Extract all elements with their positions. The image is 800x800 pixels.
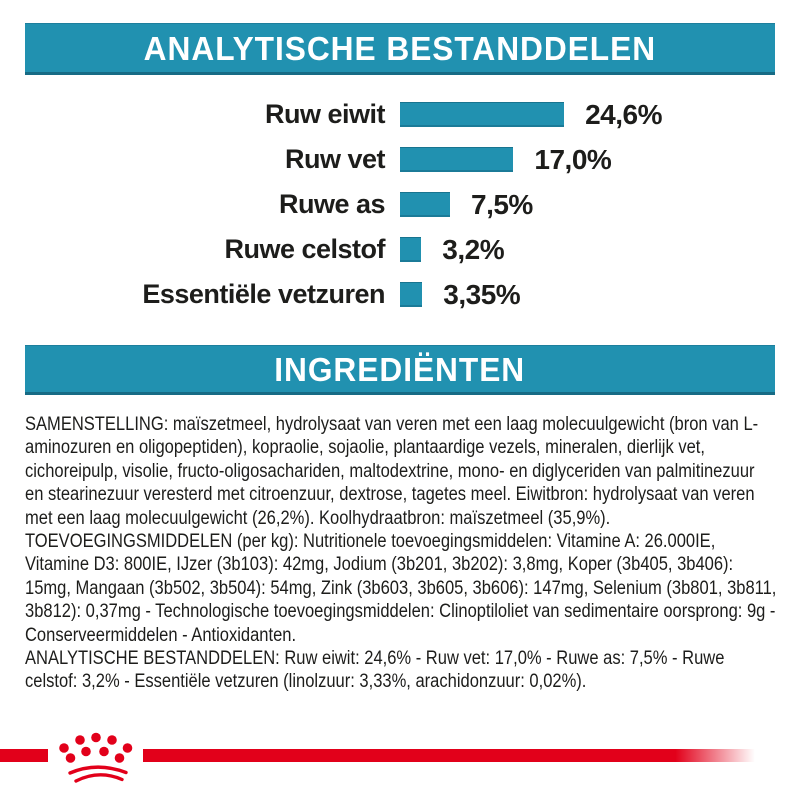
analytical-section-title: ANALYTISCHE BESTANDDELEN bbox=[143, 30, 657, 67]
chart-category-label: Ruw vet bbox=[284, 144, 386, 174]
footer-red-line-left bbox=[0, 749, 48, 762]
royal-canin-crown-logo-icon bbox=[59, 732, 133, 783]
footer-red-line-right bbox=[143, 749, 755, 762]
chart-row: Ruw eiwit 24,6% bbox=[0, 92, 800, 137]
chart-row: Essentiële vetzuren 3,35% bbox=[0, 272, 800, 317]
composition-paragraph: SAMENSTELLING: maïszetmeel, hydrolysaat … bbox=[25, 414, 759, 529]
ingredients-section-title: INGREDIËNTEN bbox=[274, 351, 526, 388]
chart-bar bbox=[400, 147, 514, 172]
chart-bar bbox=[400, 282, 423, 307]
chart-category-label: Ruw eiwit bbox=[264, 99, 386, 129]
chart-value-label: 3,2% bbox=[442, 233, 505, 265]
chart-bar bbox=[400, 237, 422, 262]
chart-value-label: 17,0% bbox=[534, 143, 612, 175]
chart-category-label: Ruwe celstof bbox=[224, 234, 385, 264]
chart-value-label: 7,5% bbox=[471, 188, 533, 220]
chart-row: Ruwe celstof 3,2% bbox=[0, 227, 800, 272]
chart-bar bbox=[400, 102, 565, 127]
chart-value-label: 24,6% bbox=[585, 98, 662, 130]
additives-paragraph: TOEVOEGINGSMIDDELEN (per kg): Nutritione… bbox=[25, 531, 777, 646]
analytical-section-banner: ANALYTISCHE BESTANDDELEN bbox=[25, 23, 775, 75]
analytical-constituents-paragraph: ANALYTISCHE BESTANDDELEN: Ruw eiwit: 24,… bbox=[25, 648, 725, 693]
chart-bar bbox=[400, 192, 450, 217]
chart-category-label: Ruwe as bbox=[278, 189, 386, 219]
ingredients-text-block: SAMENSTELLING: maïszetmeel, hydrolysaat … bbox=[25, 413, 777, 694]
ingredients-section-banner: INGREDIËNTEN bbox=[25, 345, 775, 395]
chart-row: Ruwe as 7,5% bbox=[0, 182, 800, 227]
chart-category-label: Essentiële vetzuren bbox=[142, 279, 385, 309]
chart-row: Ruw vet 17,0% bbox=[0, 137, 800, 182]
analytical-bar-chart: Ruw eiwit 24,6% Ruw vet 17,0% Ruwe as 7,5% Ruw… bbox=[0, 92, 800, 317]
chart-value-label: 3,35% bbox=[443, 278, 521, 310]
